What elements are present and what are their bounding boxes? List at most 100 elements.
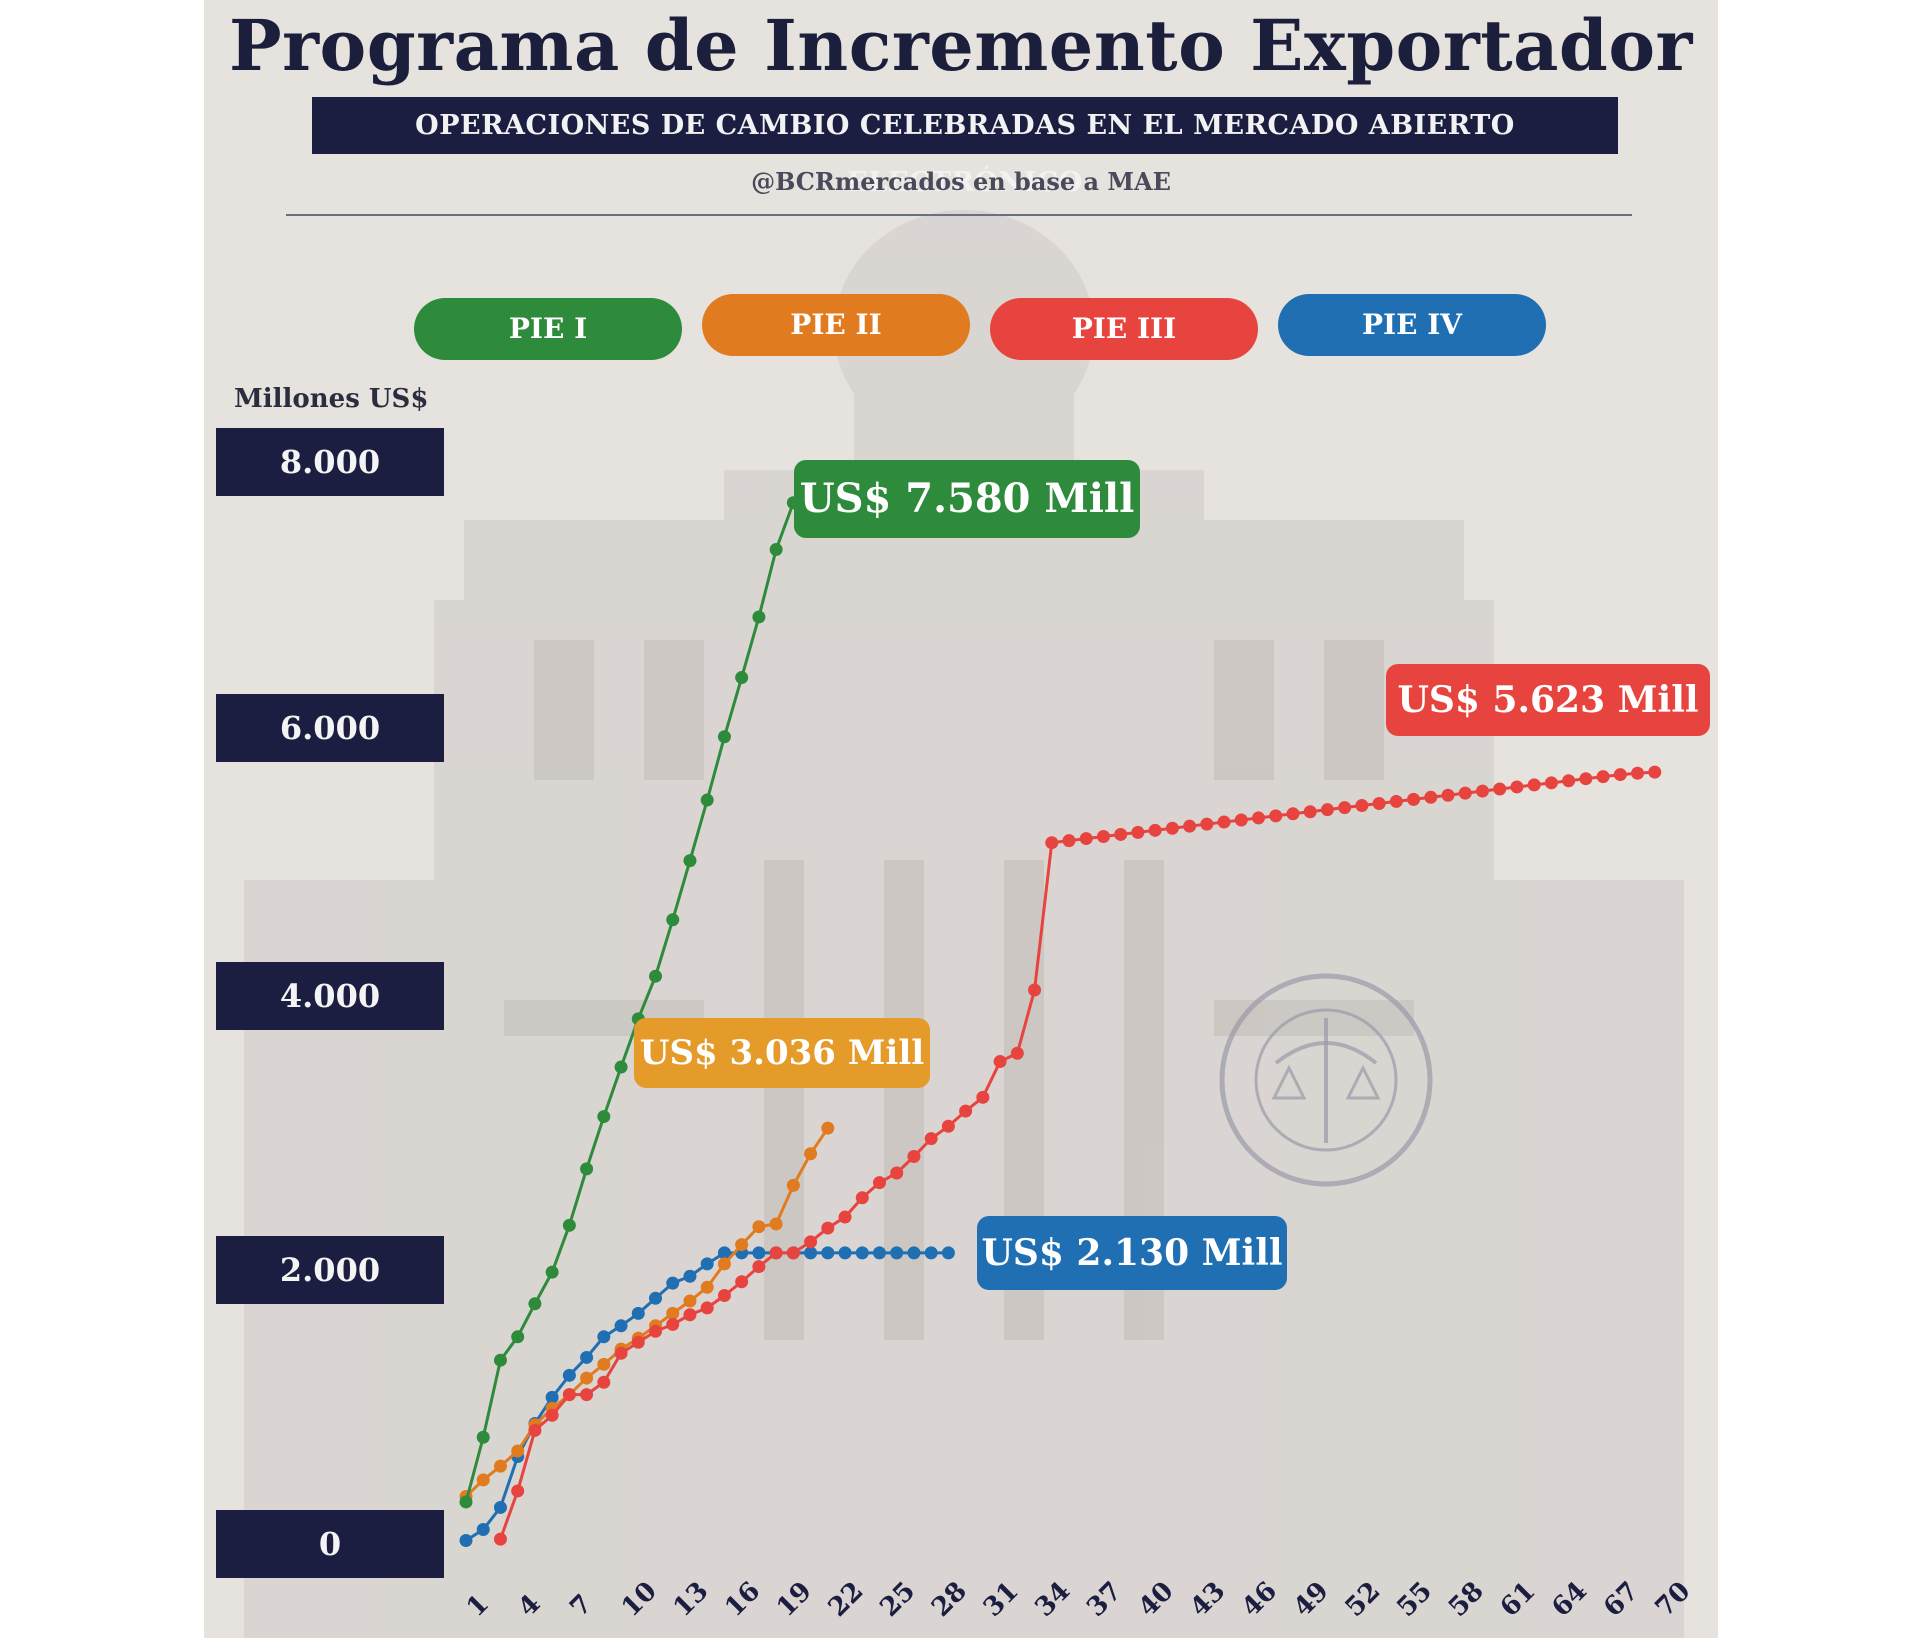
data-point-pie-iii [1320,803,1334,817]
data-point-pie-iii [1200,817,1214,831]
data-point-pie-iii [993,1055,1007,1069]
x-tick-label: 13 [668,1576,715,1623]
data-point-pie-iv [855,1246,869,1260]
x-tick-label: 16 [719,1576,766,1623]
x-tick-label: 64 [1546,1576,1593,1623]
data-point-pie-iii [1010,1046,1024,1060]
data-point-pie-iii [649,1324,663,1338]
data-point-pie-iii [717,1289,731,1303]
data-point-pie-iii [1562,774,1576,788]
data-point-pie-ii [769,1217,783,1231]
subtitle-banner: OPERACIONES DE CAMBIO CELEBRADAS EN EL M… [312,97,1618,198]
data-point-pie-iii [1286,807,1300,821]
data-point-pie-ii [786,1178,800,1192]
data-point-pie-iii [941,1119,955,1133]
data-point-pie-iii [545,1408,559,1422]
data-point-pie-iii [1148,823,1162,837]
callout-pie-3-total: US$ 5.623 Mill [1386,664,1710,736]
data-point-pie-iii [735,1275,749,1289]
y-tick-4000: 4.000 [216,962,444,1030]
y-tick-2000: 2.000 [216,1236,444,1304]
data-point-pie-iii [1217,815,1231,829]
data-point-pie-i [752,610,766,624]
data-point-pie-i [700,793,714,807]
data-point-pie-iv [545,1390,559,1404]
data-point-pie-iii [666,1317,680,1331]
data-point-pie-i [717,730,731,744]
data-point-pie-iv [683,1269,697,1283]
data-point-pie-iii [907,1150,921,1164]
data-point-pie-iii [700,1301,714,1315]
data-point-pie-iii [786,1246,800,1260]
data-point-pie-iii [511,1484,525,1498]
data-point-pie-iv [476,1522,490,1536]
data-point-pie-iv [493,1500,507,1514]
y-tick-8000: 8.000 [216,428,444,496]
poster: Programa de Incremento Exportador OPERAC… [204,0,1718,1638]
data-point-pie-i [614,1060,628,1074]
data-point-pie-ii [580,1371,594,1385]
data-point-pie-iii [1303,805,1317,819]
data-point-pie-iii [1028,983,1042,997]
data-point-pie-iii [1269,809,1283,823]
data-point-pie-i [735,671,749,685]
data-point-pie-i [511,1330,525,1344]
data-point-pie-iii [1441,788,1455,802]
data-point-pie-iii [1114,827,1128,841]
data-point-pie-iv [717,1246,731,1260]
data-point-pie-i [649,969,663,983]
x-tick-label: 37 [1081,1576,1128,1623]
callout-pie-4-total: US$ 2.130 Mill [977,1216,1287,1290]
data-point-pie-ii [683,1294,697,1308]
data-point-pie-ii [717,1257,731,1271]
x-tick-label: 7 [564,1589,598,1623]
data-point-pie-iv [838,1246,852,1260]
data-point-pie-iii [804,1235,818,1249]
legend-pie-3: PIE III [990,298,1258,360]
data-point-pie-iii [614,1346,628,1360]
data-point-pie-iii [528,1423,542,1437]
data-point-pie-iii [683,1308,697,1322]
x-tick-label: 43 [1185,1576,1232,1623]
x-tick-label: 46 [1236,1576,1283,1623]
data-point-pie-iii [1045,836,1059,850]
data-point-pie-i [769,543,783,557]
data-point-pie-iv [752,1246,766,1260]
x-tick-label: 31 [978,1576,1025,1623]
data-point-pie-iii [1596,770,1610,784]
data-point-pie-iii [924,1132,938,1146]
data-point-pie-ii [700,1280,714,1294]
data-point-pie-ii [511,1444,525,1458]
x-tick-label: 34 [1030,1576,1077,1623]
x-tick-label: 10 [616,1576,663,1623]
data-point-pie-i [545,1265,559,1279]
x-tick-label: 19 [771,1576,818,1623]
data-point-pie-iii [821,1221,835,1235]
data-point-pie-iii [1079,832,1093,846]
data-point-pie-i [580,1162,594,1176]
data-point-pie-iv [580,1350,594,1364]
line-chart: 1 4 7 10 13 16 19 22 25 28 31 34 37 40 43 46 49 52 55 58 61 6… [459,496,1697,1623]
legend-pie-2: PIE II [702,294,970,356]
data-point-pie-iii [597,1375,611,1389]
data-point-pie-iii [1475,784,1489,798]
x-tick-label: 40 [1133,1576,1180,1623]
data-point-pie-i [597,1110,611,1124]
data-point-pie-i [493,1353,507,1367]
data-point-pie-iv [890,1246,904,1260]
data-point-pie-i [528,1297,542,1311]
data-point-pie-iii [1648,765,1662,779]
data-point-pie-iii [580,1388,594,1402]
data-point-pie-iii [1613,768,1627,782]
y-tick-6000: 6.000 [216,694,444,762]
data-point-pie-ii [752,1220,766,1234]
bolsa-de-comercio-seal [1219,973,1433,1187]
data-point-pie-iv [614,1319,628,1333]
data-point-pie-iv [649,1291,663,1305]
data-point-pie-iii [1510,780,1524,794]
data-point-pie-iii [890,1166,904,1180]
legend-pie-1: PIE I [414,298,682,360]
data-point-pie-iii [1544,776,1558,790]
header-divider [286,214,1632,216]
data-point-pie-ii [821,1121,835,1135]
